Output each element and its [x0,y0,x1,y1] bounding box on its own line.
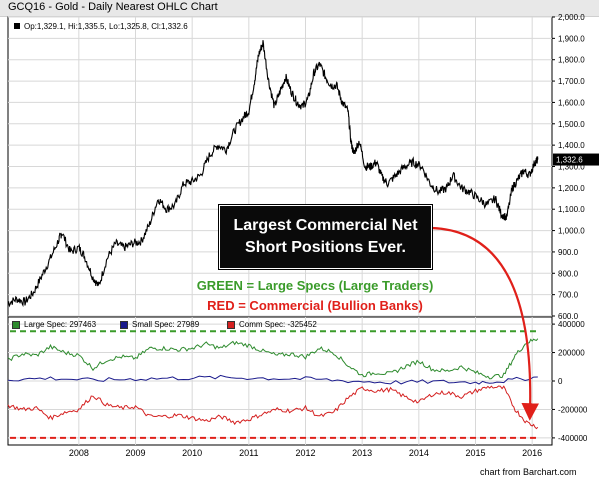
callout-line-2: Short Positions Ever. [245,239,406,256]
y-tick-label: 1,300.0 [558,163,585,172]
x-tick-label: 2012 [295,448,315,458]
y-tick-label: 1,900.0 [558,34,585,43]
x-tick-label: 2011 [239,448,258,458]
legend-large-spec-value: 297463 [69,320,97,329]
y-tick-label: 1,700.0 [558,77,585,86]
callout-box: Largest Commercial Net Short Positions E… [219,205,432,269]
y-tick-label: 1,500.0 [558,120,585,129]
series-line-small-spec [7,374,538,385]
legend-swatch-comm-spec [227,320,235,329]
y-tick-label: 1,800.0 [558,56,585,65]
legend-small-spec-label: Small Spec: [132,320,177,329]
annotation-arrow [431,226,540,421]
note-green: GREEN = Large Specs (Large Traders) [196,278,434,293]
chart-title: GCQ16 - Gold - Daily Nearest OHLC Chart [8,1,218,13]
y-tick-label: 1,200.0 [558,184,585,193]
note-red: RED = Commercial (Bullion Banks) [207,298,423,313]
x-tick-label: 2016 [522,448,542,458]
legend-comm-spec-value: -325452 [287,320,317,329]
ind-y-tick-label: 200000 [558,349,585,358]
y-tick-label: 1,600.0 [558,98,585,107]
y-tick-label: 900.0 [558,248,579,257]
legend-small-spec-value: 27989 [176,320,200,329]
ind-y-tick-label: 0 [558,377,563,386]
y-tick-label: 1,400.0 [558,141,585,150]
x-tick-label: 2008 [69,448,89,458]
last-price-text: 1,332.6 [556,156,583,165]
x-tick-label: 2013 [352,448,372,458]
price-series-line [7,40,539,308]
y-tick-label: 700.0 [558,291,579,300]
y-tick-label: 1,100.0 [558,205,585,214]
legend-large-spec-label: Large Spec: [24,320,70,329]
legend-comm-spec-label: Comm Spec: [239,320,288,329]
footer-credit: chart from Barchart.com [480,467,577,477]
y-tick-label: 1,000.0 [558,227,585,236]
x-tick-label: 2014 [409,448,429,458]
price-panel [7,16,555,317]
ind-y-tick-label: -400000 [558,434,588,443]
legend-comm-spec: Comm Spec: -325452 [227,320,317,329]
legend-swatch-small-spec [120,320,128,329]
ind-y-tick-label: -200000 [558,405,588,414]
y-tick-label: 800.0 [558,269,579,278]
legend-swatch-large-spec [12,320,20,329]
y-tick-label: 2,000.0 [558,13,585,22]
legend-large-spec: Large Spec: 297463 [12,320,96,329]
x-tick-label: 2010 [182,448,202,458]
y-tick-label: 600.0 [558,312,579,321]
series-line-large-spec [7,338,539,380]
x-tick-label: 2009 [125,448,145,458]
ind-y-tick-label: 400000 [558,320,585,329]
ohlc-swatch [14,23,20,29]
last-price-tag [553,153,599,166]
ohlc-readout: Op:1,329.1, Hi:1,335.5, Lo:1,325.8, Cl:1… [24,22,188,31]
legend-small-spec: Small Spec: 27989 [120,320,199,329]
series-line-comm-spec [7,385,539,430]
indicator-panel [7,316,555,446]
callout-line-1: Largest Commercial Net [233,217,418,234]
x-tick-label: 2015 [465,448,485,458]
